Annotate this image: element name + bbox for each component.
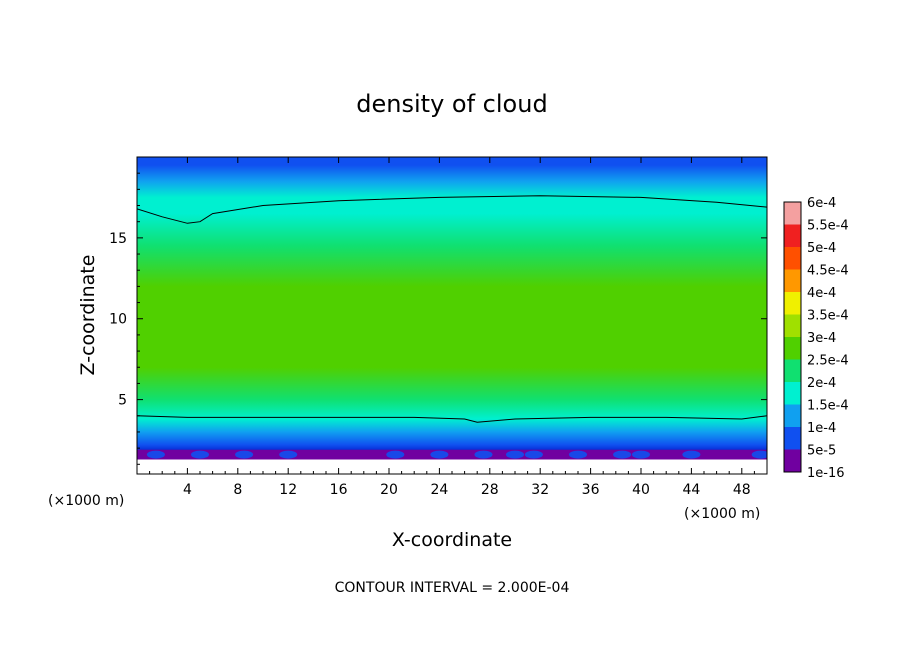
y-axis: 5 10 15 xyxy=(109,172,767,465)
colorbar-swatch xyxy=(784,247,801,270)
x-tick-label: 20 xyxy=(380,482,398,498)
surface-cells xyxy=(137,449,767,460)
colorbar-label: 2e-4 xyxy=(807,376,836,391)
x-unit-left: (×1000 m) xyxy=(48,493,124,509)
colorbar-swatch xyxy=(784,224,801,248)
colorbar-label: 6e-4 xyxy=(807,196,836,211)
contour-interval-note: CONTOUR INTERVAL = 2.000E-04 xyxy=(335,580,570,596)
colorbar-label: 4e-4 xyxy=(807,286,836,301)
x-tick-label: 12 xyxy=(279,482,297,498)
colorbar-label: 1e-16 xyxy=(807,466,845,481)
x-tick-label: 44 xyxy=(682,482,700,498)
colorbar-swatch xyxy=(784,427,801,450)
colorbar-swatch xyxy=(784,382,801,405)
contour-line-upper xyxy=(137,195,767,224)
colorbar-label: 4.5e-4 xyxy=(807,264,849,279)
x-tick-label: 32 xyxy=(531,482,549,498)
surface-layer xyxy=(137,449,767,460)
surface-patch xyxy=(569,450,587,459)
surface-patch xyxy=(386,450,405,459)
surface-patch xyxy=(751,450,767,459)
density-field xyxy=(137,157,767,460)
colorbar-swatch xyxy=(784,269,801,293)
surface-patch xyxy=(632,450,650,459)
x-tick-label: 8 xyxy=(233,482,242,498)
colorbar-swatch xyxy=(784,337,801,360)
x-axis: 4 8 12 16 20 24 28 32 36 40 44 48 xyxy=(149,157,755,498)
colorbar-swatch xyxy=(784,449,801,472)
colorbar-label: 5e-5 xyxy=(807,444,836,459)
plot-area xyxy=(137,157,767,474)
x-tick-label: 28 xyxy=(481,482,499,498)
x-unit-right: (×1000 m) xyxy=(684,506,760,522)
surface-patch xyxy=(682,450,701,459)
colorbar-frame xyxy=(783,201,802,473)
colorbar-swatch xyxy=(784,404,801,428)
colorbar-label: 3e-4 xyxy=(807,331,836,346)
x-tick-label: 40 xyxy=(632,482,650,498)
x-axis-label: X-coordinate xyxy=(392,529,512,551)
x-tick-label: 48 xyxy=(733,482,751,498)
y-tick-label: 10 xyxy=(109,312,127,328)
surface-patch xyxy=(430,450,449,459)
colorbar-label: 3.5e-4 xyxy=(807,309,849,324)
contour-line-lower xyxy=(137,415,767,423)
colorbar-label: 5.5e-4 xyxy=(807,219,849,234)
y-tick-label: 15 xyxy=(109,231,127,247)
colorbar: 6e-4 5.5e-4 5e-4 4.5e-4 4e-4 3.5e-4 3e-4 2.5e-4… xyxy=(783,196,849,481)
colorbar-swatch xyxy=(784,359,801,383)
x-tick-label: 16 xyxy=(330,482,348,498)
surface-patch xyxy=(613,450,632,459)
x-tick-label: 36 xyxy=(582,482,600,498)
surface-patch xyxy=(191,450,209,459)
x-tick-label: 4 xyxy=(183,482,192,498)
surface-patch xyxy=(506,450,524,459)
colorbar-label: 1.5e-4 xyxy=(807,399,849,414)
surface-patch xyxy=(279,450,298,459)
colorbar-swatch xyxy=(784,292,801,315)
surface-patch xyxy=(146,450,165,459)
chart-title: density of cloud xyxy=(356,90,547,118)
colorbar-label: 2.5e-4 xyxy=(807,354,849,369)
colorbar-label: 1e-4 xyxy=(807,421,836,436)
y-axis-label: Z-coordinate xyxy=(77,255,99,376)
colorbar-label: 5e-4 xyxy=(807,241,836,256)
colorbar-swatch xyxy=(784,202,801,225)
surface-patch xyxy=(474,450,493,459)
colorbar-swatch xyxy=(784,314,801,338)
x-tick-label: 24 xyxy=(430,482,448,498)
surface-patch xyxy=(524,450,543,459)
surface-patch xyxy=(235,450,254,459)
y-tick-label: 5 xyxy=(118,393,127,409)
